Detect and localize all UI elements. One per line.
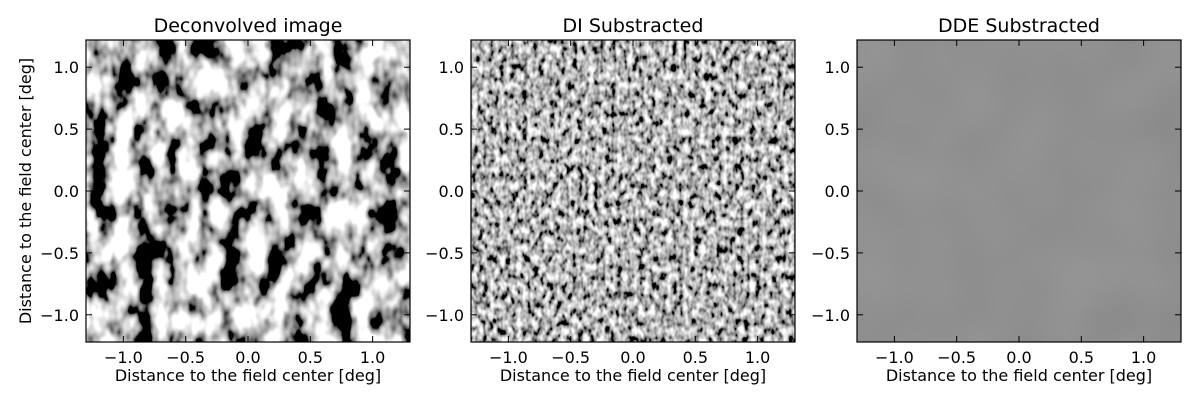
x-tick-label: 0.0 xyxy=(235,348,260,367)
x-tick-label: 0.0 xyxy=(620,348,645,367)
x-tick-label: −1.0 xyxy=(104,348,143,367)
y-ticks: 1.0 0.5 0.0 −0.5 −1.0 xyxy=(811,58,1181,325)
x-ticks: −1.0 −0.5 0.0 0.5 1.0 xyxy=(875,40,1156,367)
x-tick-label: −0.5 xyxy=(166,348,205,367)
x-tick-label: 1.0 xyxy=(745,348,770,367)
x-tick-label: 0.5 xyxy=(298,348,323,367)
x-tick-label: −1.0 xyxy=(875,348,914,367)
x-tick-label: 0.0 xyxy=(1006,348,1031,367)
y-axis-label: Distance to the field center [deg] xyxy=(16,58,35,324)
x-tick-label: −1.0 xyxy=(489,348,528,367)
y-tick-label: −1.0 xyxy=(40,306,79,325)
image-area xyxy=(86,40,410,342)
y-tick-label: 1.0 xyxy=(439,58,464,77)
x-tick-label: 0.5 xyxy=(683,348,708,367)
panel-title: DI Substracted xyxy=(563,15,704,37)
y-tick-label: 0.5 xyxy=(439,120,464,139)
y-tick-label: −1.0 xyxy=(425,306,464,325)
x-ticks: −1.0 −0.5 0.0 0.5 1.0 xyxy=(489,40,770,367)
panel-title: Deconvolved image xyxy=(154,15,343,37)
y-tick-label: 0.5 xyxy=(825,120,850,139)
panel-di-subtracted: DI Substracted −1.0 −0.5 0.0 0.5 1.0 1.0 0.5 0… xyxy=(425,15,796,385)
y-tick-label: 0.0 xyxy=(825,182,850,201)
x-tick-label: 1.0 xyxy=(1131,348,1156,367)
y-tick-label: 0.5 xyxy=(54,120,79,139)
x-tick-label: 0.5 xyxy=(1069,348,1094,367)
x-ticks: −1.0 −0.5 0.0 0.5 1.0 xyxy=(104,40,385,367)
x-tick-label: −0.5 xyxy=(937,348,976,367)
x-tick-label: −0.5 xyxy=(551,348,590,367)
x-axis-label: Distance to the field center [deg] xyxy=(500,366,766,385)
x-axis-label: Distance to the field center [deg] xyxy=(115,366,381,385)
y-tick-label: 1.0 xyxy=(54,58,79,77)
panel-deconvolved: Deconvolved image −1.0 −0.5 0.0 0.5 1.0 1.0 0… xyxy=(16,15,411,385)
image-area xyxy=(857,40,1181,342)
image-area xyxy=(471,40,795,342)
y-tick-label: −1.0 xyxy=(811,306,850,325)
panel-title: DDE Substracted xyxy=(938,15,1100,37)
y-tick-label: 1.0 xyxy=(825,58,850,77)
y-tick-label: −0.5 xyxy=(40,244,79,263)
panel-dde-subtracted: DDE Substracted −1.0 −0.5 0.0 0.5 1.0 1.0 0.5… xyxy=(811,15,1182,385)
y-tick-label: −0.5 xyxy=(425,244,464,263)
y-ticks: 1.0 0.5 0.0 −0.5 −1.0 xyxy=(425,58,795,325)
y-ticks: 1.0 0.5 0.0 −0.5 −1.0 xyxy=(40,58,410,325)
y-tick-label: 0.0 xyxy=(439,182,464,201)
x-axis-label: Distance to the field center [deg] xyxy=(886,366,1152,385)
x-tick-label: 1.0 xyxy=(360,348,385,367)
y-tick-label: −0.5 xyxy=(811,244,850,263)
y-tick-label: 0.0 xyxy=(54,182,79,201)
